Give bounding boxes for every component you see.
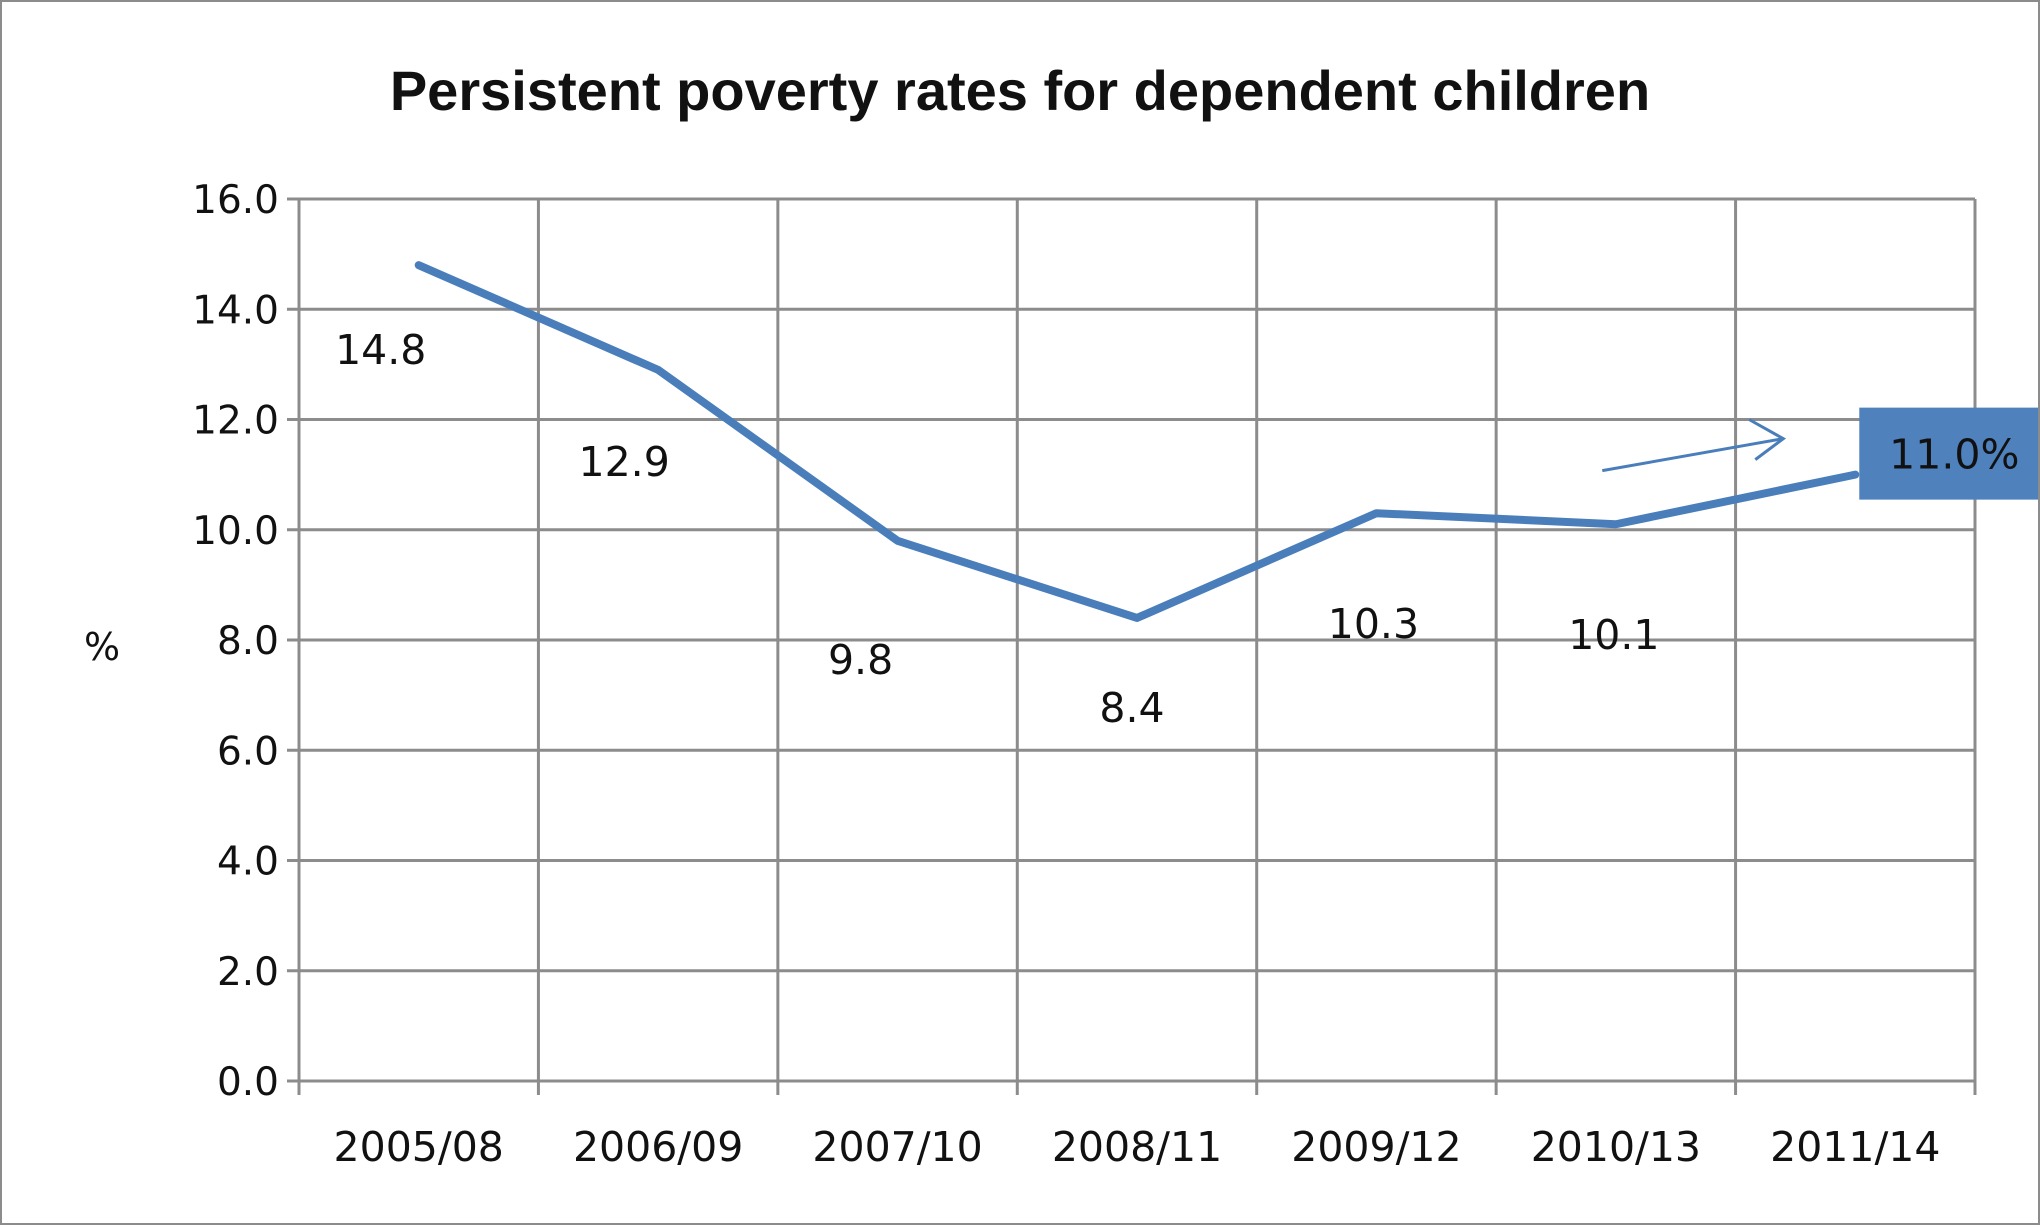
- y-tick-label: 6.0: [217, 729, 279, 774]
- y-tick-label: 14.0: [192, 288, 279, 333]
- data-label: 9.8: [828, 636, 893, 684]
- gridlines: [287, 197, 1977, 1095]
- y-axis-label: %: [84, 625, 120, 669]
- chart-title: Persistent poverty rates for dependent c…: [390, 59, 1650, 122]
- data-point: [1373, 510, 1380, 517]
- data-point: [1852, 471, 1859, 478]
- data-point: [415, 262, 422, 269]
- x-tick-label: 2005/08: [334, 1123, 504, 1171]
- callout: 11.0%: [1602, 407, 2040, 500]
- callout-arrow: [1602, 437, 1784, 473]
- x-tick-label: 2011/14: [1770, 1123, 1940, 1171]
- y-tick-label: 4.0: [217, 840, 279, 885]
- data-label: 12.9: [578, 438, 669, 486]
- callout-box: [1859, 407, 2040, 500]
- x-tick-label: 2006/09: [573, 1123, 743, 1171]
- x-tick-label: 2009/12: [1291, 1123, 1461, 1171]
- y-tick-label: 2.0: [217, 950, 279, 995]
- y-tick-label: 12.0: [192, 399, 279, 444]
- data-label: 14.8: [335, 326, 426, 374]
- x-tick-label: 2010/13: [1531, 1123, 1701, 1171]
- series-layer: [414, 261, 1860, 622]
- data-point: [655, 366, 662, 373]
- data-label: 10.3: [1328, 600, 1419, 648]
- data-labels: 14.8 12.9 9.8 8.4 10.3 10.1: [335, 326, 1659, 732]
- data-label: 10.1: [1568, 611, 1659, 659]
- y-tick-label: 16.0: [192, 178, 279, 223]
- data-point: [894, 537, 901, 544]
- data-point: [1612, 521, 1619, 528]
- data-label: 8.4: [1099, 684, 1164, 732]
- y-tick-label: 10.0: [192, 509, 279, 554]
- axis-ticks: 0.0 2.0 4.0 6.0 8.0 10.0 12.0 14.0 16.0 2005/08 20…: [192, 178, 1940, 1171]
- data-point: [1134, 614, 1140, 621]
- x-tick-label: 2008/11: [1052, 1123, 1222, 1171]
- x-tick-label: 2007/10: [812, 1123, 982, 1171]
- callout-arrowhead: [1748, 418, 1787, 461]
- y-tick-label: 8.0: [217, 619, 279, 664]
- callout-label: 11.0%: [1889, 431, 2019, 479]
- y-tick-label: 0.0: [217, 1060, 279, 1105]
